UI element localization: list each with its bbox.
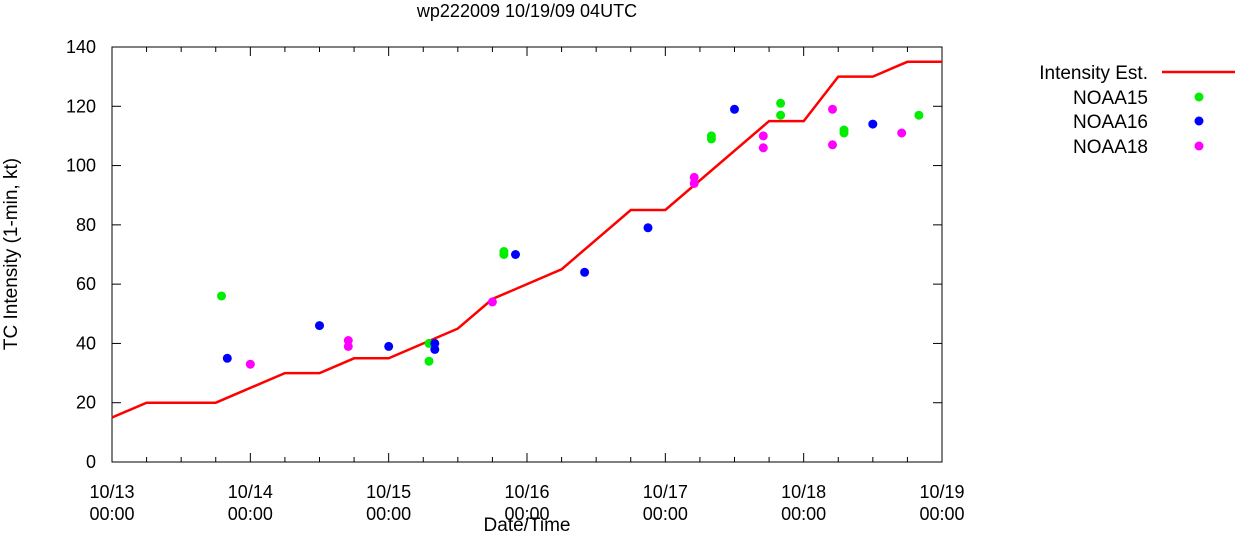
x-tick-label-time: 00:00 [89, 504, 134, 524]
noaa18-point [245, 359, 255, 369]
plot-frame [111, 46, 943, 463]
noaa18-point [828, 140, 837, 150]
x-axis-label: Date/Time [484, 515, 571, 533]
y-tick-label: 100 [66, 156, 96, 176]
noaa15-point [839, 128, 849, 138]
x-tick-label-date: 10/18 [781, 482, 826, 502]
noaa15-point [776, 98, 786, 108]
noaa16-point [580, 267, 590, 277]
chart-title: wp222009 10/19/09 04UTC [416, 1, 637, 21]
noaa15-point [776, 110, 786, 120]
noaa18-point [487, 297, 497, 307]
y-tick-label: 120 [66, 96, 96, 116]
y-axis: 0 20 40 60 80 100 120 140 [66, 37, 942, 472]
x-tick-label-time: 00:00 [781, 504, 826, 524]
x-tick-label-date: 10/15 [366, 482, 411, 502]
y-tick-label: 80 [76, 215, 96, 235]
satellite-point-series [217, 98, 924, 369]
y-axis-label: TC Intensity (1-min, kt) [1, 158, 22, 350]
legend: Intensity Est. NOAA15 NOAA16 NOAA18 [1039, 63, 1235, 158]
legend-label-intensity-est: Intensity Est. [1039, 63, 1148, 84]
noaa18-point [758, 143, 768, 153]
legend-swatch-noaa16 [1194, 116, 1204, 126]
legend-swatch-noaa18 [1194, 141, 1204, 151]
noaa15-point [499, 250, 509, 259]
noaa15-point [424, 356, 434, 366]
y-tick-label: 40 [76, 333, 96, 353]
y-tick-label: 0 [86, 452, 96, 472]
legend-label-noaa15: NOAA15 [1073, 88, 1148, 109]
x-tick-label-time: 00:00 [919, 504, 964, 524]
noaa18-point [343, 341, 353, 351]
noaa18-point [828, 104, 837, 114]
intensity-est-line [111, 60, 942, 419]
noaa16-point [222, 353, 232, 363]
x-tick-label-time: 00:00 [643, 504, 688, 524]
y-tick-label: 60 [76, 274, 96, 294]
noaa16-point [730, 104, 739, 114]
noaa16-point [430, 344, 440, 354]
noaa18-point [689, 178, 699, 188]
x-tick-label-date: 10/16 [504, 482, 549, 502]
legend-label-noaa16: NOAA16 [1073, 112, 1148, 133]
x-tick-label-date: 10/14 [228, 482, 273, 502]
x-tick-label-time: 00:00 [366, 504, 411, 524]
noaa16-point [511, 250, 520, 259]
x-tick-label-time: 00:00 [504, 504, 549, 524]
x-axis: 10/1300:0010/1400:0010/1500:0010/1600:00… [89, 47, 965, 524]
intensity-line-series [111, 60, 942, 419]
noaa15-point [217, 291, 226, 301]
x-tick-label-date: 10/17 [643, 482, 688, 502]
y-tick-label: 140 [66, 37, 96, 57]
noaa16-point [315, 321, 324, 331]
y-tick-label: 20 [76, 393, 96, 413]
noaa16-point [868, 119, 878, 129]
noaa18-point [758, 131, 768, 141]
x-tick-label-date: 10/13 [89, 482, 134, 502]
legend-swatch-noaa15 [1194, 92, 1204, 102]
noaa18-point [897, 128, 907, 138]
x-tick-label-time: 00:00 [228, 504, 273, 524]
noaa16-point [643, 223, 653, 233]
legend-label-noaa18: NOAA18 [1073, 137, 1148, 158]
x-tick-label-date: 10/19 [919, 482, 964, 502]
noaa15-point [706, 134, 716, 144]
noaa16-point [384, 341, 394, 351]
noaa15-point [914, 110, 924, 120]
